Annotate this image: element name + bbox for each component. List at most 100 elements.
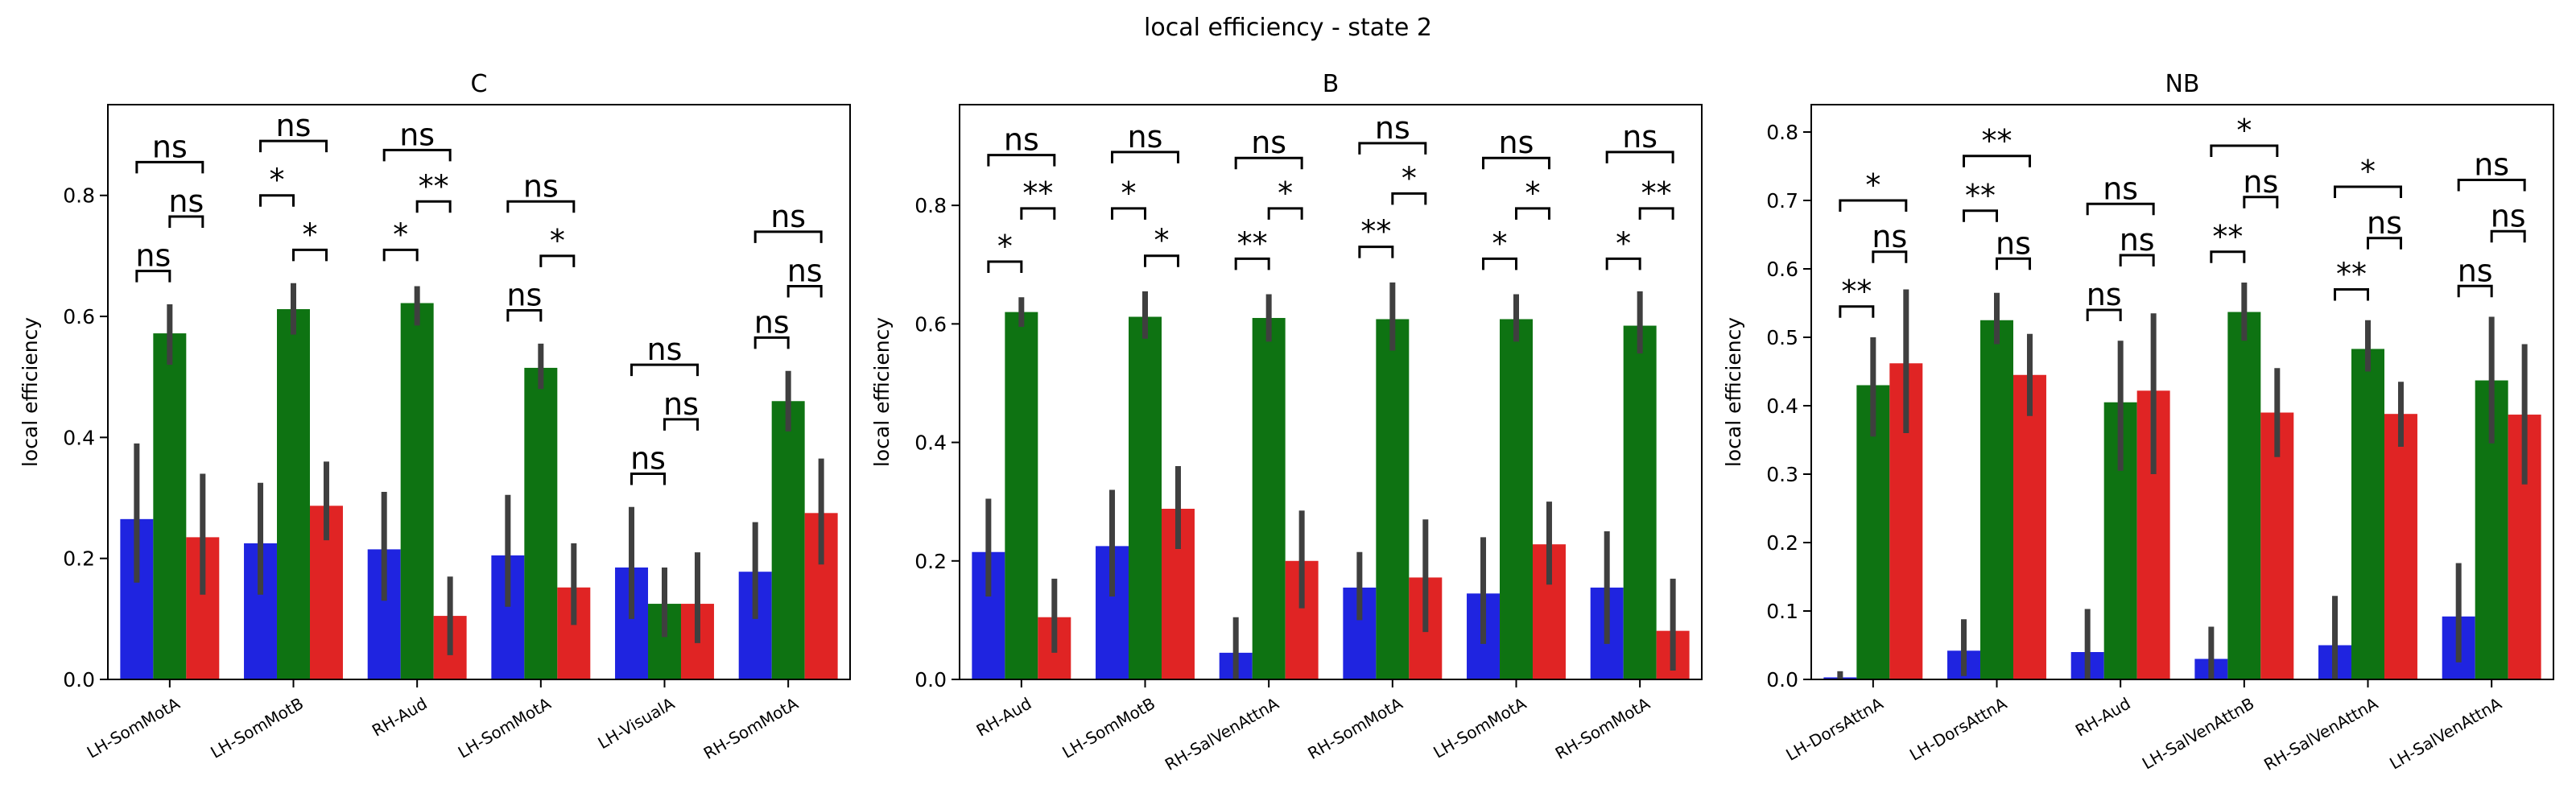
y-axis-label: local efficiency	[19, 317, 42, 467]
bar-green	[1005, 312, 1038, 679]
significance-label: ns	[506, 278, 542, 313]
significance-label: ns	[2243, 164, 2278, 200]
significance-label: **	[1982, 123, 2013, 159]
significance-label: *	[393, 217, 408, 252]
significance-label: ns	[2458, 253, 2493, 288]
significance-bracket	[2210, 144, 2279, 157]
significance-bracket	[1111, 151, 1179, 163]
significance-bracket	[2119, 254, 2155, 266]
chart-title: C	[471, 70, 488, 98]
significance-bracket	[1391, 192, 1427, 205]
y-tick-label: 0.4	[914, 431, 947, 455]
significance-bracket	[259, 194, 295, 207]
x-tick-label: RH-SomMotA	[1304, 693, 1406, 763]
x-tick-label: LH-SomMotA	[84, 693, 184, 762]
significance-label: ns	[168, 184, 204, 219]
bar-green	[1129, 316, 1162, 679]
y-tick-label: 0.0	[914, 668, 947, 691]
x-tick-label: RH-Aud	[369, 694, 431, 741]
significance-label: ns	[770, 199, 806, 234]
x-tick-label: LH-SomMotB	[1059, 694, 1158, 762]
significance-bracket	[2086, 308, 2122, 321]
x-tick-label: LH-DorsAttnA	[1782, 693, 1886, 764]
significance-bracket	[506, 200, 576, 213]
significance-label: ns	[754, 304, 790, 340]
x-tick-label: LH-DorsAttnA	[1906, 693, 2010, 764]
significance-bracket	[2457, 284, 2493, 298]
chart-panel-1: B 0.0 0.2 0.4 0.6 0.8 local efficiency RH-Aud LH…	[870, 70, 1703, 774]
significance-label: ns	[2491, 198, 2526, 233]
bar-red	[2013, 374, 2046, 679]
significance-label: *	[550, 223, 565, 258]
significance-label: *	[270, 163, 285, 198]
significance-label: **	[2212, 219, 2243, 254]
y-tick-label: 0.7	[1766, 189, 1798, 213]
bar-green	[400, 303, 434, 679]
significance-bracket	[382, 248, 419, 262]
significance-label: ns	[787, 253, 823, 288]
significance-label: ns	[2474, 147, 2509, 183]
x-tick-label: RH-Aud	[973, 694, 1035, 741]
significance-bracket	[1839, 199, 1908, 212]
significance-bracket	[1482, 156, 1550, 170]
y-axis-label: local efficiency	[1722, 317, 1745, 467]
significance-bracket	[135, 270, 171, 283]
significance-bracket	[539, 254, 576, 267]
x-tick-label: RH-SomMotA	[700, 693, 802, 763]
significance-label: *	[1121, 175, 1137, 211]
significance-bracket	[1963, 209, 1998, 222]
y-tick-label: 0.2	[914, 550, 947, 573]
figure-title: local efficiency - state 2	[1144, 14, 1432, 42]
significance-bracket	[168, 215, 204, 229]
bar-red	[2384, 414, 2417, 679]
significance-bracket	[292, 248, 328, 262]
significance-bracket	[415, 200, 452, 213]
significance-bracket	[987, 260, 1023, 274]
chart-panel-0: C 0.0 0.2 0.4 0.6 0.8 local efficiency LH-SomMo…	[19, 70, 851, 763]
axes-frame	[107, 104, 851, 680]
significance-bracket	[259, 139, 328, 153]
significance-label: ns	[2367, 205, 2402, 241]
significance-bracket	[630, 472, 666, 485]
significance-bracket	[1605, 257, 1641, 270]
x-tick-label: RH-Aud	[2072, 694, 2134, 741]
significance-bracket	[987, 154, 1056, 167]
significance-label: *	[302, 217, 317, 252]
significance-label: **	[1965, 178, 1996, 213]
significance-bracket	[2086, 202, 2155, 216]
significance-label: **	[1841, 274, 1872, 309]
significance-bracket	[1144, 254, 1179, 267]
axes-frame	[1810, 104, 2554, 680]
significance-label: *	[2236, 113, 2252, 148]
chart-title: B	[1323, 70, 1340, 98]
y-tick-label: 0.6	[1766, 258, 1798, 281]
significance-label: *	[1278, 175, 1293, 211]
x-tick-label: RH-SalVenAttnA	[1162, 693, 1282, 774]
y-tick-label: 0.6	[914, 312, 947, 336]
y-tick-label: 0.6	[63, 305, 95, 328]
significance-bracket	[2243, 196, 2279, 208]
x-tick-label: LH-SomMotB	[207, 694, 307, 762]
significance-label: **	[419, 168, 449, 204]
significance-bracket	[2457, 179, 2526, 192]
y-axis-label: local efficiency	[870, 317, 894, 467]
significance-bracket	[1482, 257, 1517, 270]
significance-bracket	[753, 230, 823, 243]
significance-label: ns	[630, 440, 666, 476]
significance-bracket	[1963, 155, 2031, 167]
x-tick-label: LH-VisualA	[595, 693, 679, 753]
significance-label: ns	[135, 238, 171, 274]
significance-bracket	[2367, 237, 2402, 250]
significance-bracket	[1358, 246, 1394, 258]
significance-bracket	[2490, 229, 2526, 243]
y-tick-label: 0.3	[1766, 463, 1798, 486]
significance-label: ns	[1004, 122, 1039, 158]
bar-green	[1376, 319, 1410, 679]
significance-label: ns	[2103, 171, 2138, 206]
x-tick-label: RH-SomMotA	[1552, 693, 1653, 763]
significance-label: **	[1360, 214, 1391, 250]
y-tick-label: 0.8	[914, 194, 947, 217]
significance-label: ns	[276, 108, 312, 143]
chart-title: NB	[2165, 70, 2199, 98]
